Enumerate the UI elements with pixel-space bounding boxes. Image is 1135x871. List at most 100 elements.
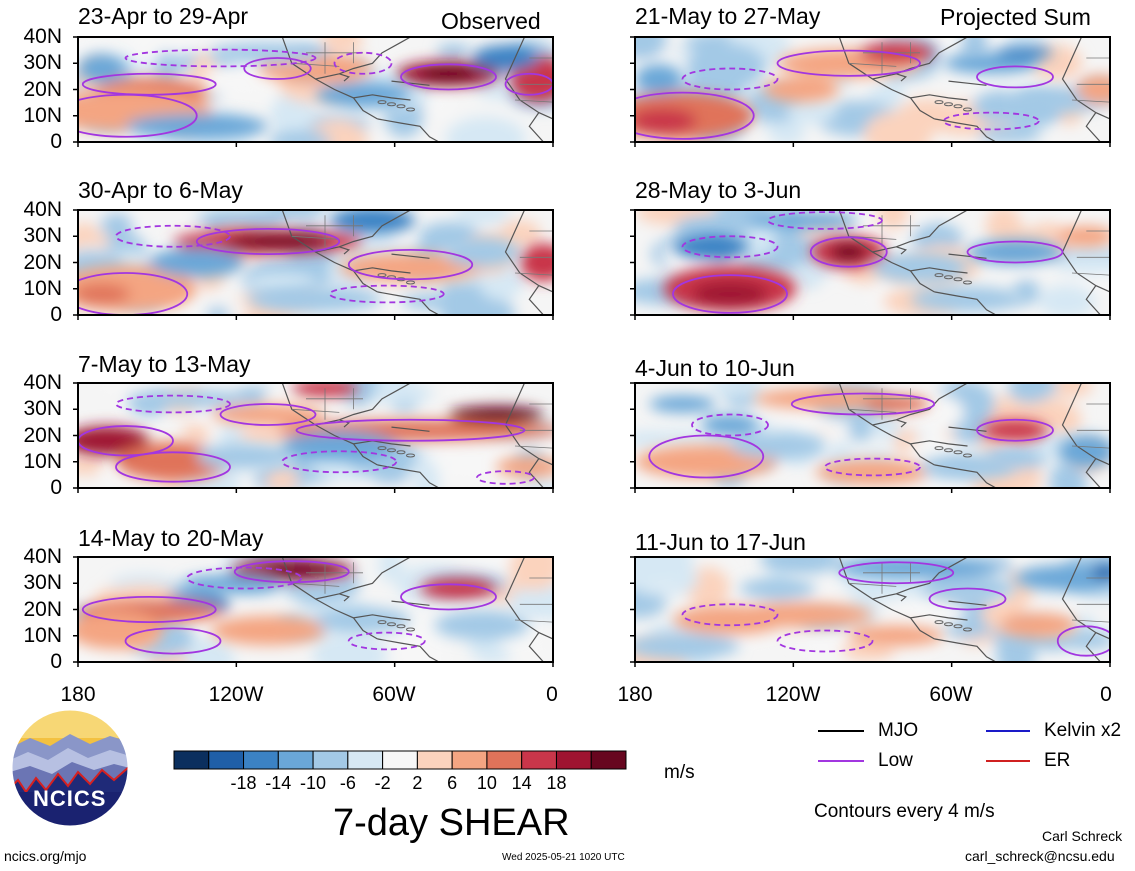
coastline	[948, 426, 987, 432]
country-boundary	[1071, 619, 1110, 623]
shear-blob	[196, 443, 292, 470]
shear-blob	[78, 53, 126, 84]
legend-label: MJO	[878, 720, 919, 741]
shear-patch	[101, 383, 173, 393]
footer-email[interactable]: carl_schreck@ncsu.edu	[965, 848, 1115, 864]
shear-blob	[434, 610, 530, 640]
panel-title: 11-Jun to 17-Jun	[635, 529, 806, 555]
low-contour	[115, 394, 231, 414]
coastline	[339, 593, 350, 602]
observed-header: Observed	[441, 8, 541, 34]
shear-patch	[1053, 252, 1110, 274]
shear-patch	[400, 293, 465, 310]
y-tick-label: 40N	[23, 25, 62, 48]
colorbar-tick-label: 10	[476, 773, 497, 793]
panel-title: 14-May to 20-May	[78, 525, 264, 551]
shear-blob	[829, 243, 868, 261]
island	[953, 104, 963, 109]
legend-swatch	[986, 730, 1030, 732]
x-tick-label: 180	[617, 683, 653, 706]
low-contour	[681, 67, 779, 91]
island	[377, 446, 387, 451]
low-contour	[124, 627, 222, 655]
panel-title: 21-May to 27-May	[635, 3, 821, 29]
low-contour	[790, 392, 936, 416]
colorbar-swatch	[312, 750, 349, 770]
low-contour	[942, 111, 1040, 131]
shear-patch	[759, 557, 843, 575]
low-contour	[233, 560, 350, 584]
legend-swatch	[818, 730, 864, 732]
shear-patch	[685, 42, 766, 90]
legend-swatch	[818, 760, 864, 762]
low-contour	[186, 566, 303, 590]
shear-patch	[985, 210, 1021, 247]
low-contour	[281, 450, 398, 474]
colorbar-swatch	[486, 750, 523, 770]
coastline	[1061, 210, 1110, 293]
legend-item-mjo: MJO	[818, 720, 918, 742]
shear-blob	[315, 82, 411, 108]
low-contour	[81, 72, 217, 96]
coastline	[339, 73, 350, 82]
coastline	[1085, 285, 1101, 315]
shear-blob	[329, 210, 416, 234]
colorbar-tick-label: -6	[339, 773, 356, 793]
colorbar-swatch	[382, 750, 418, 770]
footer-url[interactable]: ncics.org/mjo	[4, 848, 87, 864]
y-tick-label: 10N	[23, 623, 62, 647]
island	[934, 446, 944, 451]
low-contour	[78, 272, 189, 315]
x-tick-label: 120W	[208, 683, 264, 706]
low-contour	[1056, 625, 1110, 657]
shear-blob	[1076, 74, 1110, 105]
legend-label: ER	[1044, 750, 1071, 771]
shear-patch	[847, 419, 873, 442]
coastline	[504, 37, 553, 120]
low-contour	[347, 631, 426, 651]
island	[406, 107, 415, 112]
y-tick-label: 20N	[23, 597, 62, 621]
colorbar-swatch	[451, 750, 488, 770]
shear-blob	[282, 431, 397, 461]
coastline	[934, 464, 997, 488]
shear-panel	[630, 382, 1111, 493]
shear-blob	[149, 247, 245, 278]
shear-patch	[787, 96, 838, 124]
country-boundary	[291, 235, 340, 240]
y-tick-label: 10N	[23, 276, 62, 300]
low-contour	[124, 48, 317, 68]
shear-blob	[739, 578, 816, 599]
x-tick-label: 60W	[929, 683, 973, 706]
colorbar-tick-label: -14	[265, 773, 292, 793]
coastline	[896, 246, 907, 255]
shear-blob	[730, 433, 825, 459]
legend-item-er: ER	[986, 750, 1070, 772]
shear-panel	[73, 209, 554, 320]
island	[934, 273, 944, 278]
coastline	[377, 291, 440, 315]
x-tick-label: 60W	[372, 683, 416, 706]
shear-blob	[125, 113, 268, 139]
coastline	[910, 614, 968, 621]
shear-blob	[701, 414, 759, 436]
shear-blob	[519, 243, 553, 282]
island	[953, 450, 963, 455]
coastline	[377, 464, 440, 488]
low-contour	[195, 227, 341, 255]
island	[387, 102, 396, 107]
colorbar-tick-label: 2	[412, 773, 423, 793]
colorbar-swatch	[590, 750, 627, 770]
coastline	[934, 118, 997, 142]
colorbar-swatch	[208, 750, 245, 770]
shear-blob	[863, 395, 930, 413]
chart-title: 7-day SHEAR	[333, 802, 570, 844]
island	[387, 622, 396, 627]
low-contour	[295, 418, 526, 442]
island	[963, 107, 972, 112]
y-tick-label: 0	[50, 303, 62, 326]
shear-blob	[635, 64, 683, 94]
shear-blob	[815, 459, 930, 485]
low-contour	[776, 629, 874, 653]
shear-patch	[769, 120, 805, 142]
